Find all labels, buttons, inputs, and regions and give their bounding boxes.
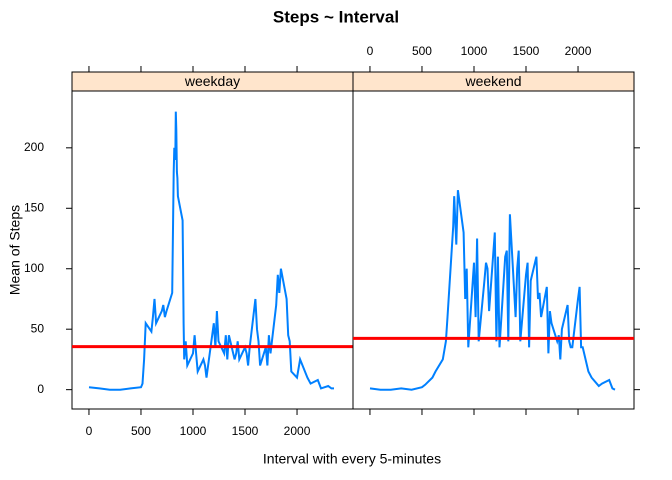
x-tick-label-top: 0 [367, 44, 374, 58]
y-tick-label: 200 [24, 140, 44, 154]
x-tick-label-top: 1500 [513, 44, 540, 58]
strip-label: weekend [464, 73, 521, 89]
x-tick-label: 0 [86, 424, 93, 438]
x-axis-label: Interval with every 5-minutes [263, 451, 441, 467]
data-line [88, 111, 334, 391]
data-line [369, 189, 616, 391]
strip-label: weekday [184, 73, 240, 89]
x-tick-label: 2000 [284, 424, 311, 438]
y-tick-label: 50 [31, 321, 45, 335]
y-axis-label: Mean of Steps [7, 205, 23, 295]
panel [71, 90, 354, 410]
y-tick-label: 150 [24, 200, 44, 214]
y-tick-label: 0 [37, 382, 44, 396]
x-tick-label-top: 1000 [461, 44, 488, 58]
panel [352, 90, 635, 410]
x-tick-label: 1000 [180, 424, 207, 438]
x-tick-label: 1500 [232, 424, 259, 438]
x-tick-label: 500 [131, 424, 151, 438]
x-tick-label-top: 500 [412, 44, 432, 58]
y-tick-label: 100 [24, 261, 44, 275]
chart-title: Steps ~ Interval [273, 7, 399, 26]
x-tick-label-top: 2000 [565, 44, 592, 58]
